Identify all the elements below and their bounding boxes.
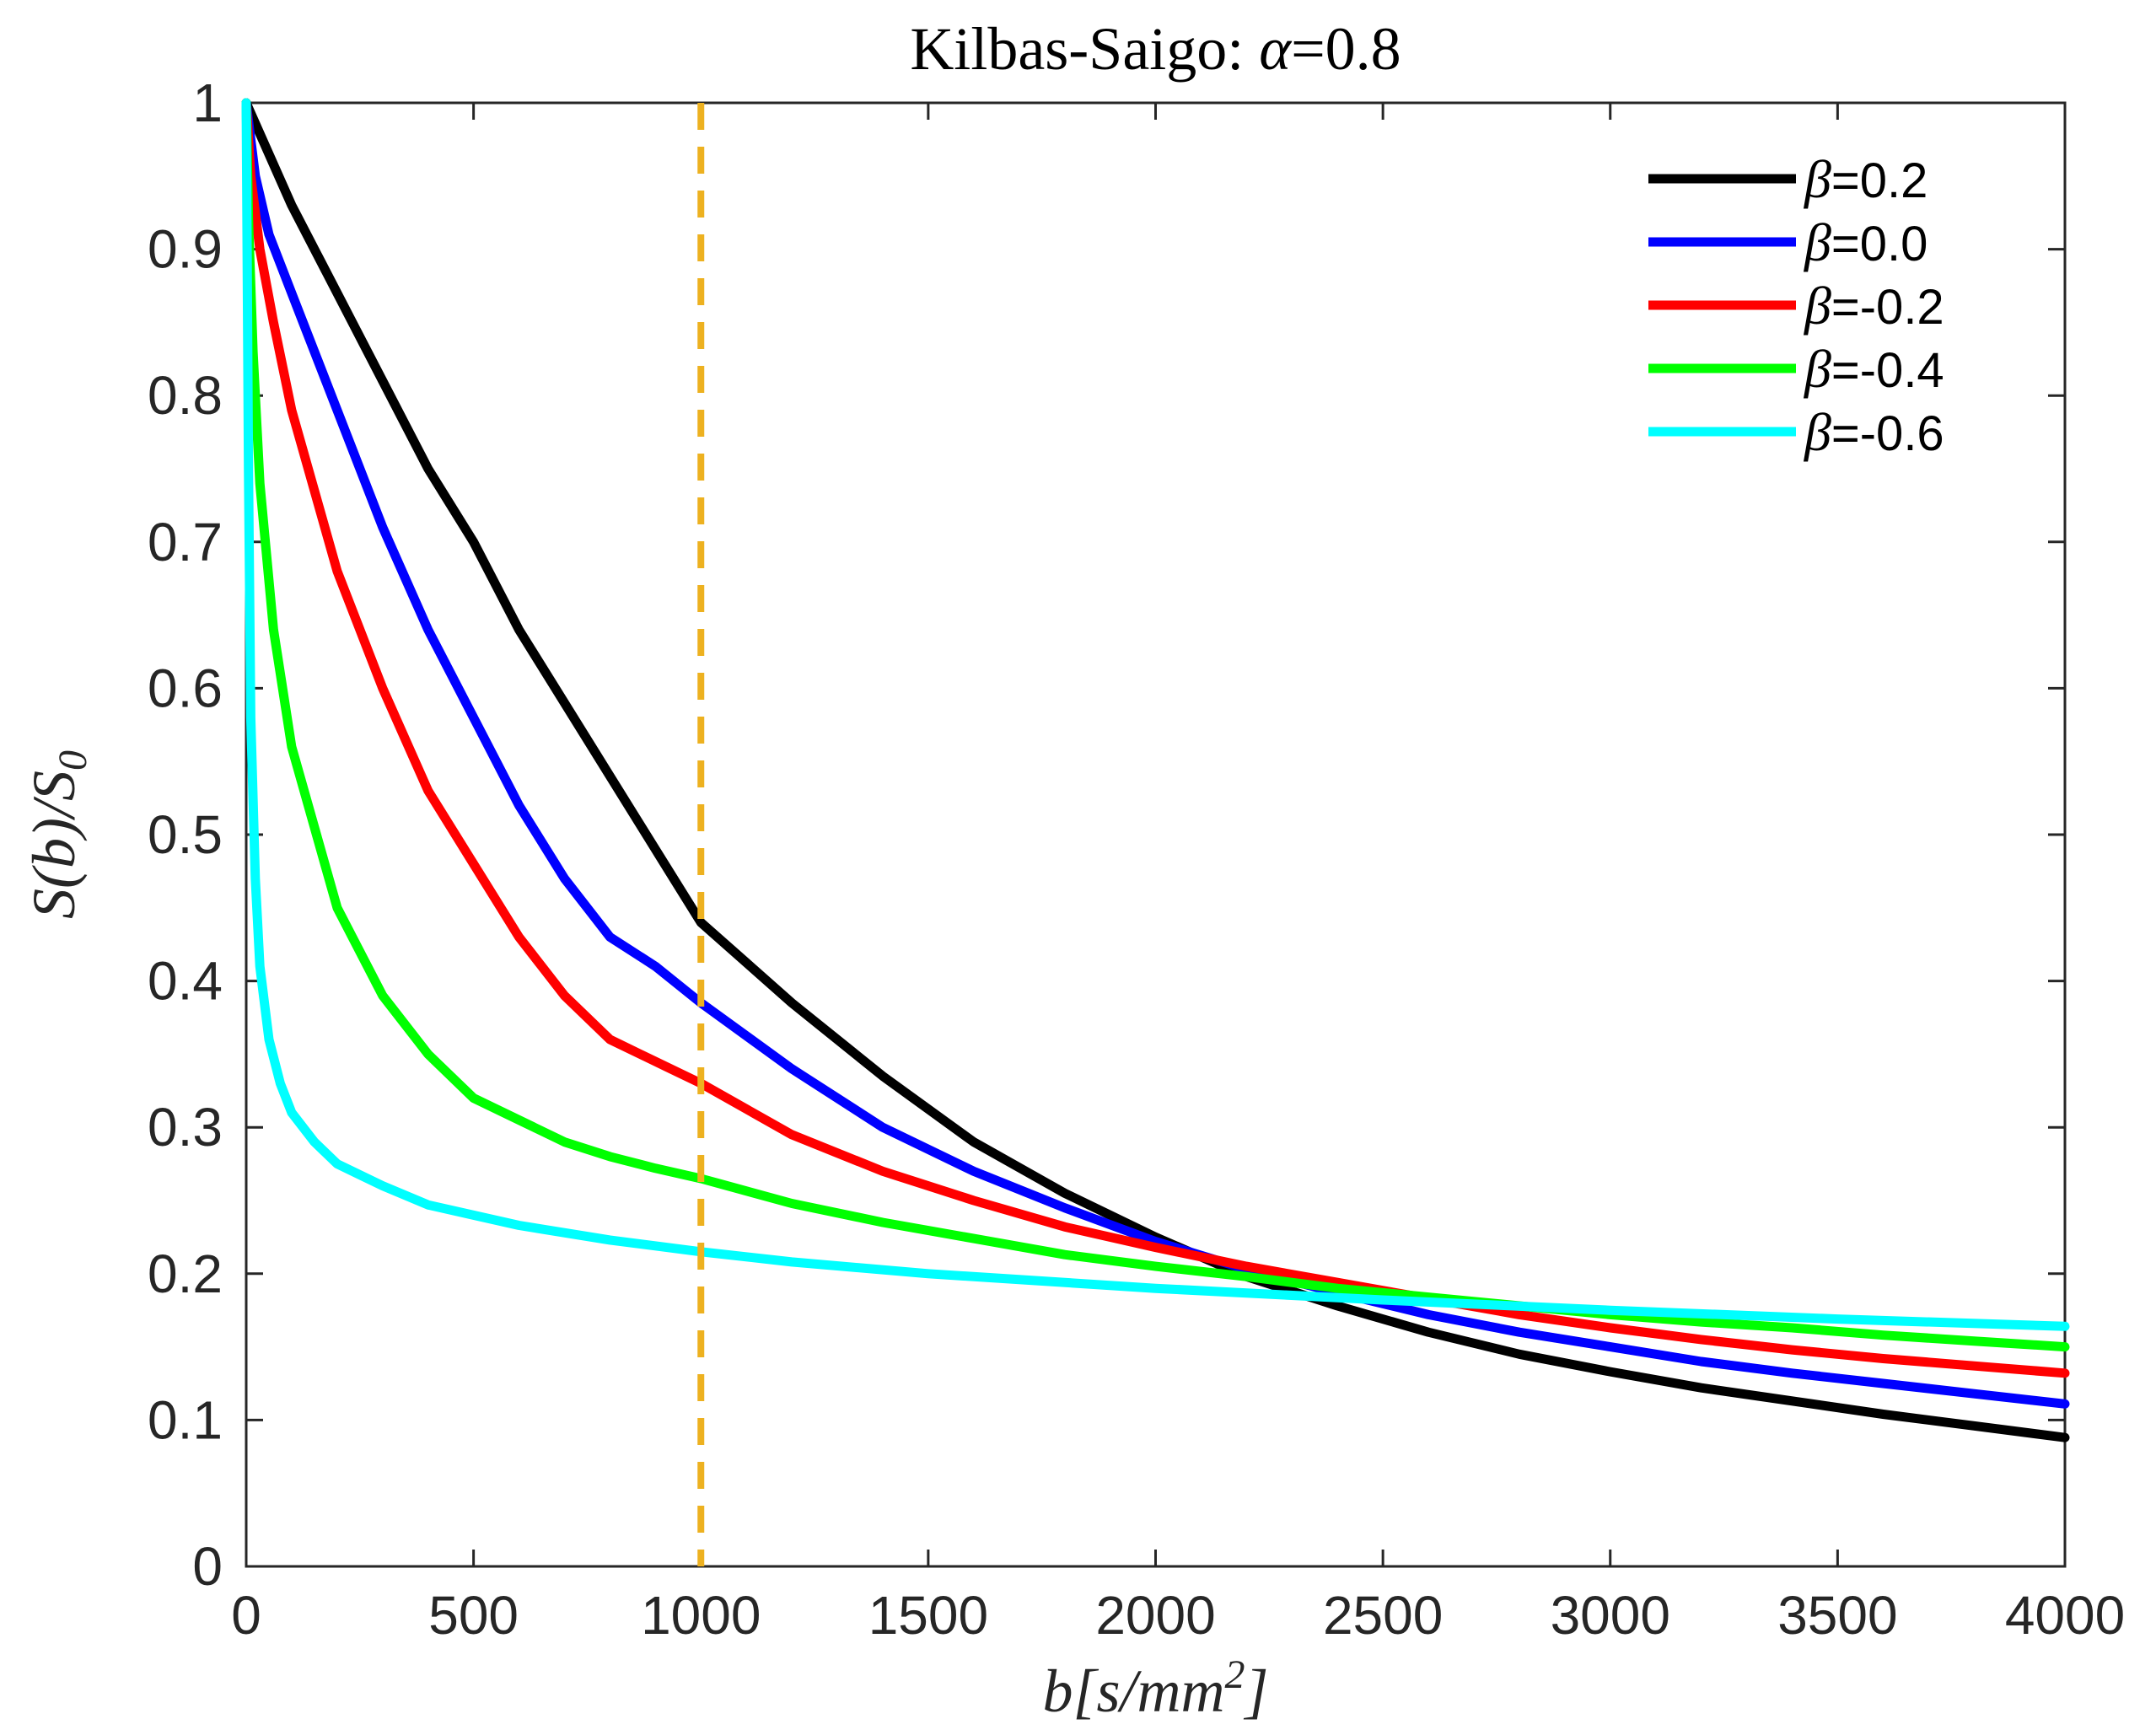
x-axis: 0 500 1000 1500 2000 2500 3000 3500 4000 bbox=[231, 103, 2125, 1646]
x-tick-label: 1000 bbox=[641, 1585, 761, 1646]
x-tick-label: 2000 bbox=[1095, 1585, 1215, 1646]
y-tick-label: 0.2 bbox=[148, 1244, 223, 1304]
x-axis-label: b[s/mm2] bbox=[1042, 1652, 1268, 1725]
chart-title: Kilbas-Saigo: α=0.8 bbox=[910, 15, 1401, 83]
y-tick-label: 0.3 bbox=[148, 1097, 223, 1158]
series-line-2 bbox=[241, 98, 2070, 1409]
series-line-1 bbox=[241, 98, 2070, 1442]
y-tick-label: 0.6 bbox=[148, 658, 223, 718]
series-lines bbox=[241, 98, 2070, 1442]
legend-label-4: β=-0.4 bbox=[1803, 339, 1944, 399]
x-tick-label: 4000 bbox=[2005, 1585, 2125, 1646]
y-axis-label: S(b)/S0 bbox=[20, 750, 95, 919]
series-line-3 bbox=[241, 98, 2070, 1378]
y-tick-label: 0.7 bbox=[148, 512, 223, 572]
legend-label-1: β=0.2 bbox=[1803, 149, 1927, 209]
x-tick-label: 3000 bbox=[1551, 1585, 1670, 1646]
x-tick-label: 2500 bbox=[1323, 1585, 1443, 1646]
y-axis: 0 0.1 0.2 0.3 0.4 0.5 0.6 0.7 0.8 0.9 1 bbox=[148, 73, 2065, 1597]
y-tick-label: 0.9 bbox=[148, 219, 223, 280]
x-tick-label: 1500 bbox=[868, 1585, 988, 1646]
x-tick-label: 500 bbox=[428, 1585, 519, 1646]
y-tick-label: 0.1 bbox=[148, 1389, 223, 1450]
legend-label-2: β=0.0 bbox=[1803, 212, 1927, 272]
y-tick-label: 0.4 bbox=[148, 951, 223, 1012]
legend-label-3: β=-0.2 bbox=[1803, 276, 1944, 336]
legend: β=0.2β=0.0β=-0.2β=-0.4β=-0.6 bbox=[1648, 149, 1944, 462]
x-tick-label: 0 bbox=[231, 1585, 261, 1646]
y-tick-label: 0.5 bbox=[148, 804, 223, 865]
x-tick-label: 3500 bbox=[1777, 1585, 1897, 1646]
legend-label-5: β=-0.6 bbox=[1803, 402, 1944, 462]
series-line-5 bbox=[241, 98, 2070, 1331]
y-tick-label: 0.8 bbox=[148, 365, 223, 426]
y-tick-label: 1 bbox=[192, 73, 223, 133]
y-tick-label: 0 bbox=[192, 1536, 223, 1597]
series-line-4 bbox=[241, 98, 2070, 1352]
